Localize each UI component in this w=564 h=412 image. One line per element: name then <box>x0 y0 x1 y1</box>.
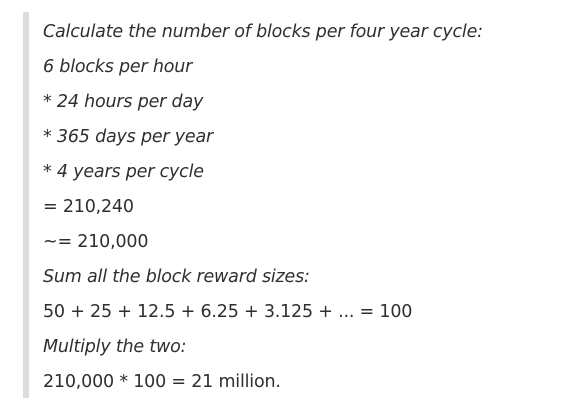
quote-line: * 4 years per cycle <box>43 162 204 182</box>
quote-line: Sum all the block reward sizes: <box>43 267 310 287</box>
quote-line: 50 + 25 + 12.5 + 6.25 + 3.125 + ... = 10… <box>43 302 413 322</box>
quote-line: * 24 hours per day <box>43 92 204 112</box>
quote-line: ~= 210,000 <box>43 232 149 252</box>
quote-bar <box>23 12 29 398</box>
quote-line: 210,000 * 100 = 21 million. <box>43 372 281 392</box>
quote-line: Multiply the two: <box>43 337 187 357</box>
quote-line: 6 blocks per hour <box>43 57 193 77</box>
quote-lines: Calculate the number of blocks per four … <box>43 15 483 400</box>
quote-line: Calculate the number of blocks per four … <box>43 22 483 42</box>
quote-line: * 365 days per year <box>43 127 214 147</box>
quote-line: = 210,240 <box>43 197 134 217</box>
